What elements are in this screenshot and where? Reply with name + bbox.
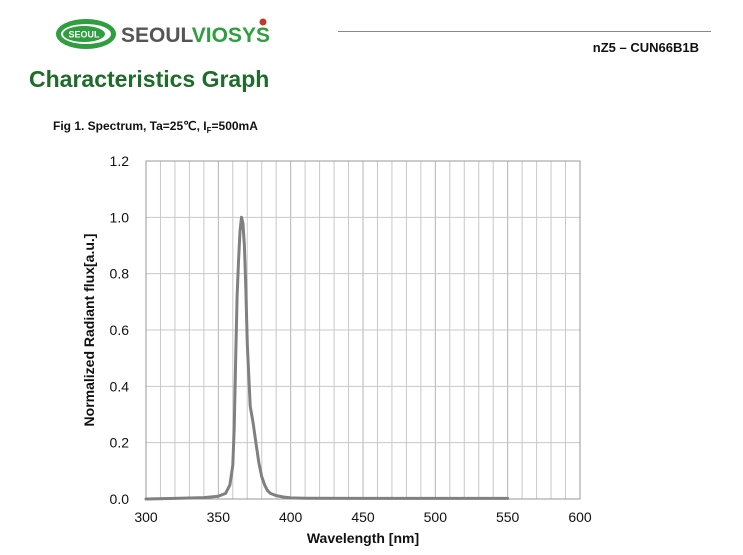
section-title: Characteristics Graph (29, 66, 270, 92)
x-tick-label: 350 (207, 509, 231, 525)
x-tick-label: 550 (496, 509, 520, 525)
y-tick-label: 1.0 (110, 209, 130, 225)
y-tick-label: 0.2 (110, 435, 130, 451)
header-rule (338, 31, 711, 32)
x-tick-label: 300 (134, 509, 158, 525)
y-tick-label: 0.0 (110, 491, 130, 507)
x-axis-label: Wavelength [nm] (307, 530, 419, 546)
seoul-viosys-logo: SEOUL SEOULVIOSYS (56, 18, 270, 49)
logo-wordmark: SEOULVIOSYS (121, 24, 270, 47)
y-tick-label: 0.6 (110, 322, 130, 338)
document-id: nZ5 – CUN66B1B (592, 40, 699, 55)
logo-star-icon (259, 18, 267, 26)
x-tick-label: 450 (351, 509, 375, 525)
logo-ellipse-core (63, 26, 105, 42)
y-tick-label: 0.8 (110, 266, 130, 282)
x-tick-label: 400 (279, 509, 303, 525)
spectrum-curve (144, 215, 510, 501)
figure-caption: Fig 1. Spectrum, Ta=25℃, IF=500mA (53, 119, 258, 135)
y-tick-label: 1.2 (110, 153, 130, 169)
y-axis-label: Normalized Radiant flux[a.u.] (81, 234, 97, 427)
logo-badge-text: SEOUL (68, 30, 100, 40)
spectrum-chart: 0.0 0.2 0.4 0.6 0.8 1.0 1.2 300 350 400 450 500 550 6… (81, 153, 592, 546)
x-tick-label: 600 (568, 509, 592, 525)
x-tick-label: 500 (424, 509, 448, 525)
y-tick-label: 0.4 (110, 378, 130, 394)
